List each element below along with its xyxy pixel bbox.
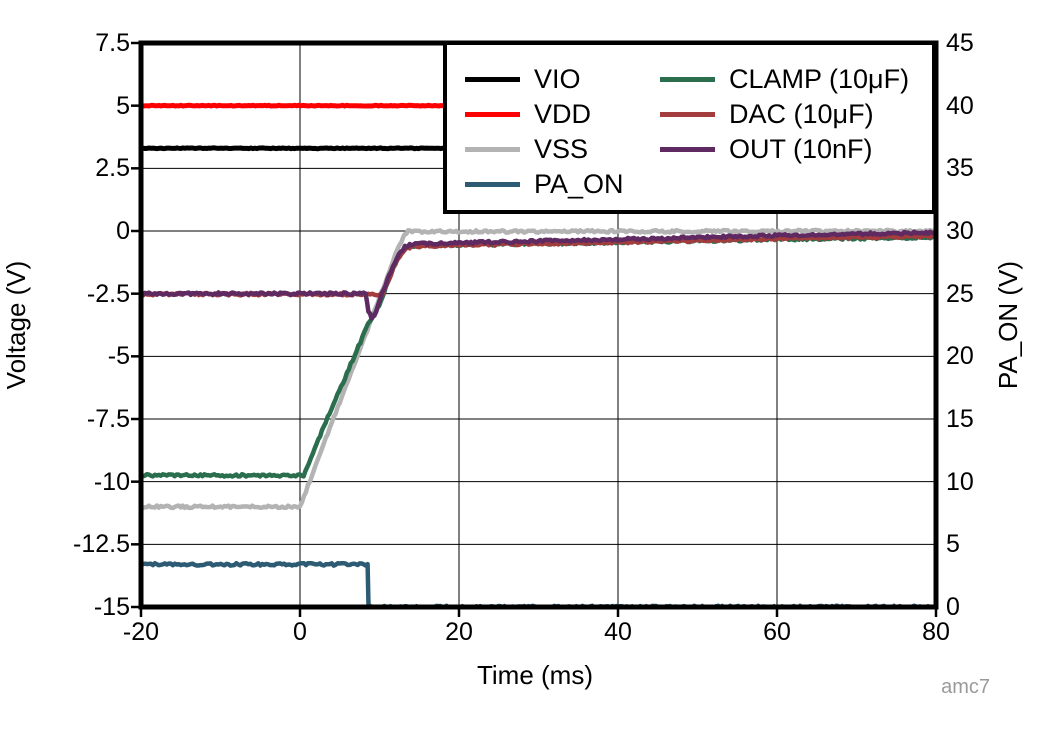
legend-item-dac: DAC (10μF)	[660, 97, 909, 132]
x-tick-label: 0	[293, 618, 307, 646]
legend-column-2: CLAMP (10μF) DAC (10μF) OUT (10nF)	[660, 62, 909, 167]
y-left-tick-label: 7.5	[95, 29, 130, 57]
x-axis-title: Time (ms)	[476, 660, 593, 690]
y-left-tick-label: -10	[93, 467, 130, 496]
y-left-tick-label: 5	[116, 91, 130, 120]
y-right-tick-label: 15	[946, 405, 974, 433]
legend-swatch-clamp	[660, 77, 715, 82]
y-left-tick-label: 0	[116, 217, 130, 245]
legend-swatch-pa_on	[465, 182, 520, 187]
y-left-tick-label: -7.5	[86, 405, 130, 433]
y-left-tick-label: -15	[93, 593, 130, 621]
y-right-tick-label: 5	[946, 530, 960, 559]
legend-label-vdd: VDD	[534, 99, 592, 129]
trace-dac	[141, 232, 936, 298]
legend-swatch-vdd	[465, 112, 520, 117]
legend-label-vss: VSS	[534, 134, 589, 164]
x-tick-label: 40	[604, 618, 632, 646]
y-right-tick-label: 45	[946, 29, 974, 57]
y-right-tick-label: 40	[946, 91, 974, 120]
legend-swatch-vio	[465, 77, 520, 82]
legend-swatch-dac	[660, 112, 715, 117]
y-right-tick-label: 30	[946, 217, 974, 245]
y-axis-left-title: Voltage (V)	[1, 260, 31, 390]
y-left-tick-label: -5	[107, 342, 130, 371]
y-left-tick-label: 2.5	[95, 154, 130, 183]
legend-item-clamp: CLAMP (10μF)	[660, 62, 909, 97]
legend-swatch-out	[660, 147, 715, 152]
x-tick-label: 80	[922, 618, 950, 646]
legend-column-1: VIO VDD VSS PA_ON	[465, 62, 624, 202]
legend-item-pa_on: PA_ON	[465, 167, 624, 202]
trace-vss	[141, 227, 936, 511]
trace-out	[141, 229, 936, 321]
legend: VIO VDD VSS PA_ON CLAMP (10μF) DAC (10μF) OUT…	[443, 41, 936, 214]
trace-pa_on	[141, 560, 936, 607]
y-right-tick-label: 0	[946, 593, 960, 621]
legend-label-pa_on: PA_ON	[534, 169, 624, 199]
legend-label-dac: DAC (10μF)	[729, 99, 874, 129]
y-right-tick-label: 35	[946, 154, 974, 183]
legend-label-vio: VIO	[534, 64, 581, 94]
legend-item-vio: VIO	[465, 62, 624, 97]
y-right-tick-label: 10	[946, 467, 974, 496]
y-left-tick-label: -12.5	[73, 530, 130, 559]
legend-label-out: OUT (10nF)	[729, 134, 873, 164]
x-tick-label: 20	[445, 618, 473, 646]
x-tick-label: 60	[763, 618, 791, 646]
legend-label-clamp: CLAMP (10μF)	[729, 64, 910, 94]
legend-item-vdd: VDD	[465, 97, 624, 132]
x-tick-label: -20	[122, 618, 160, 646]
y-right-tick-label: 25	[946, 279, 974, 308]
y-right-tick-label: 20	[946, 342, 974, 371]
y-left-tick-label: -2.5	[86, 279, 130, 308]
watermark: amc7	[941, 676, 990, 698]
legend-item-vss: VSS	[465, 132, 624, 167]
legend-swatch-vss	[465, 147, 520, 152]
legend-item-out: OUT (10nF)	[660, 132, 909, 167]
